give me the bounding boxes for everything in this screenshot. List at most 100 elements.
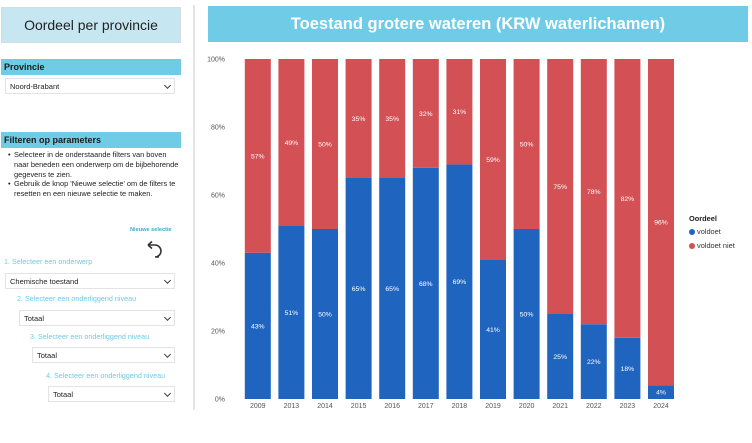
data-label: 4% bbox=[656, 390, 666, 397]
bar-segment bbox=[580, 324, 607, 399]
x-tick-label: 2023 bbox=[620, 403, 636, 410]
data-label: 75% bbox=[553, 184, 567, 191]
data-label: 32% bbox=[419, 111, 433, 118]
bar-segment bbox=[480, 59, 506, 260]
data-label: 65% bbox=[385, 286, 399, 293]
bar-segment bbox=[312, 229, 338, 399]
niveau-4-value: Totaal bbox=[53, 389, 74, 399]
data-label: 18% bbox=[621, 366, 635, 373]
chevron-down-icon bbox=[163, 389, 172, 397]
data-label: 82% bbox=[621, 196, 635, 203]
x-tick-label: 2018 bbox=[452, 403, 468, 410]
data-label: 22% bbox=[587, 359, 601, 366]
step-1-label: 1. Selecteer een onderwerp bbox=[4, 257, 93, 266]
chevron-down-icon bbox=[163, 81, 172, 89]
legend-swatch bbox=[689, 228, 695, 235]
onderwerp-value: Chemische toestand bbox=[10, 276, 79, 286]
step-3-label: 3. Selecteer een onderliggend niveau bbox=[30, 332, 150, 341]
niveau-2-value: Totaal bbox=[24, 313, 45, 323]
data-label: 57% bbox=[251, 153, 265, 160]
chart-title: Toestand grotere wateren (KRW waterlicha… bbox=[208, 6, 748, 42]
bar-segment bbox=[345, 59, 372, 178]
bar-segment bbox=[547, 59, 574, 314]
legend-item-voldoet[interactable]: voldoet bbox=[689, 227, 721, 236]
bar-segment bbox=[480, 259, 506, 399]
y-tick-label: 40% bbox=[211, 261, 225, 268]
bar-segment bbox=[614, 337, 641, 399]
stacked-bar-chart: 0% 20% 40% 60% 80% 100% 43% 57% 2009 51% 49% 2013 50… bbox=[207, 57, 674, 410]
x-tick-label: 2017 bbox=[418, 403, 434, 410]
legend-title: Oordeel bbox=[689, 214, 717, 223]
panel-title: Oordeel per provincie bbox=[1, 7, 181, 43]
bar-segment bbox=[547, 314, 574, 399]
y-tick-label: 80% bbox=[211, 125, 225, 132]
bar-segment bbox=[345, 178, 372, 399]
onderwerp-dropdown[interactable]: Chemische toestand bbox=[5, 273, 175, 289]
x-tick-label: 2022 bbox=[586, 403, 602, 410]
niveau-4-dropdown[interactable]: Totaal bbox=[48, 386, 175, 402]
niveau-3-dropdown[interactable]: Totaal bbox=[32, 347, 175, 363]
data-label: 35% bbox=[385, 116, 399, 123]
x-tick-label: 2024 bbox=[653, 403, 669, 410]
data-label: 35% bbox=[352, 116, 366, 123]
bar-segment bbox=[244, 59, 271, 253]
instruction-item: Gebruik de knop 'Nieuwe selectie' om de … bbox=[8, 179, 180, 199]
bar-segment bbox=[446, 59, 473, 165]
bar-segment bbox=[379, 59, 406, 178]
panel-divider bbox=[193, 5, 195, 410]
x-tick-label: 2009 bbox=[250, 403, 266, 410]
x-tick-label: 2013 bbox=[284, 403, 300, 410]
bar-segment bbox=[312, 59, 338, 229]
bar-segment bbox=[513, 59, 540, 229]
data-label: 49% bbox=[285, 140, 299, 147]
bar-segment bbox=[648, 385, 674, 399]
provincie-value: Noord-Brabant bbox=[10, 81, 60, 91]
legend-item-voldoet-niet[interactable]: voldoet niet bbox=[689, 241, 735, 250]
data-label: 51% bbox=[285, 310, 299, 317]
bar-segment bbox=[513, 229, 540, 399]
new-selection-label: Nieuwe selectie bbox=[130, 227, 172, 233]
bar-segment bbox=[278, 59, 305, 226]
data-label: 78% bbox=[587, 189, 601, 196]
data-label: 41% bbox=[486, 327, 500, 334]
legend-swatch bbox=[689, 242, 695, 249]
bar-segment bbox=[412, 167, 439, 399]
legend-label: voldoet niet bbox=[697, 241, 735, 250]
x-tick-label: 2019 bbox=[485, 403, 501, 410]
step-4-label: 4. Selecteer een onderliggend niveau bbox=[46, 371, 166, 380]
legend-label: voldoet bbox=[697, 227, 721, 236]
bar-segment bbox=[580, 59, 607, 325]
bar-segment bbox=[412, 59, 439, 168]
bar-segment bbox=[446, 164, 473, 399]
data-label: 96% bbox=[654, 220, 668, 227]
chevron-down-icon bbox=[163, 350, 172, 358]
data-label: 50% bbox=[520, 142, 534, 149]
x-tick-label: 2014 bbox=[317, 403, 333, 410]
x-tick-label: 2021 bbox=[552, 403, 568, 410]
bar-segment bbox=[379, 178, 406, 399]
data-label: 50% bbox=[318, 312, 332, 319]
filter-header: Filteren op parameters bbox=[1, 132, 181, 148]
x-tick-label: 2020 bbox=[519, 403, 535, 410]
bar-segment bbox=[648, 59, 674, 386]
y-tick-label: 0% bbox=[215, 397, 225, 404]
data-label: 50% bbox=[318, 142, 332, 149]
data-label: 59% bbox=[486, 157, 500, 164]
provincie-dropdown[interactable]: Noord-Brabant bbox=[5, 78, 175, 94]
bar-segment bbox=[614, 59, 641, 338]
chevron-down-icon bbox=[163, 276, 172, 284]
niveau-2-dropdown[interactable]: Totaal bbox=[19, 310, 175, 326]
data-label: 31% bbox=[453, 109, 467, 116]
data-label: 50% bbox=[520, 312, 534, 319]
instructions-list: Selecteer in de onderstaande filters van… bbox=[8, 150, 180, 199]
x-tick-label: 2016 bbox=[384, 403, 400, 410]
data-label: 68% bbox=[419, 281, 433, 288]
instruction-item: Selecteer in de onderstaande filters van… bbox=[8, 150, 180, 179]
x-tick-label: 2015 bbox=[351, 403, 367, 410]
provincie-header: Provincie bbox=[1, 59, 181, 75]
step-2-label: 2. Selecteer een onderliggend niveau bbox=[17, 294, 137, 303]
niveau-3-value: Totaal bbox=[37, 350, 58, 360]
undo-icon[interactable] bbox=[146, 240, 168, 262]
y-tick-label: 20% bbox=[211, 329, 225, 336]
chevron-down-icon bbox=[163, 313, 172, 321]
